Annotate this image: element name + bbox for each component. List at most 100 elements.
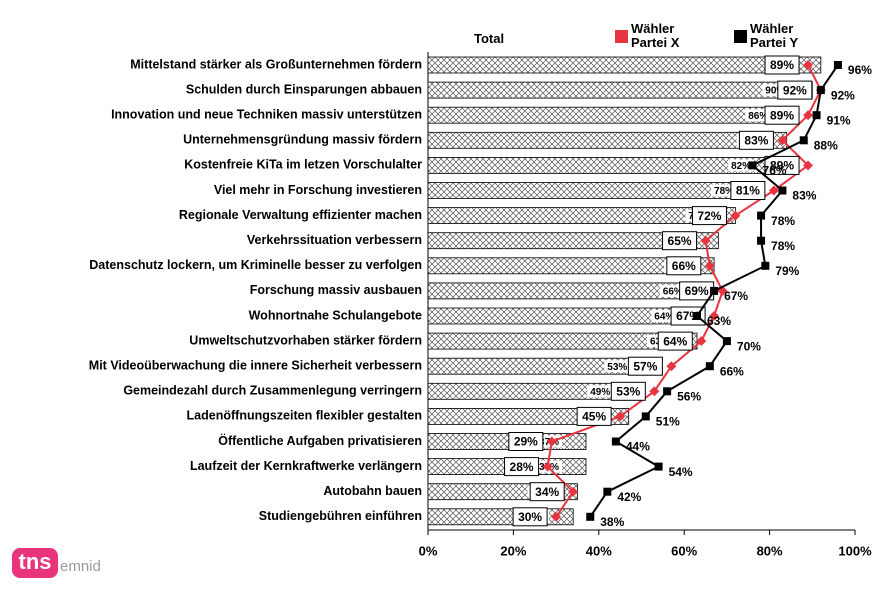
value-label: 91%	[827, 113, 851, 127]
label-box	[670, 306, 706, 326]
bar-label: 66%	[663, 287, 683, 298]
category-label: Schulden durch Einsparungen abbauen	[186, 82, 422, 96]
marker	[700, 235, 711, 246]
label-box	[627, 356, 663, 376]
value-label: 96%	[848, 63, 872, 77]
value-label: 63%	[707, 314, 731, 328]
marker	[757, 236, 766, 245]
label-box	[777, 80, 813, 100]
bar-label: 86%	[748, 111, 768, 122]
value-label: 64%	[663, 334, 687, 348]
value-label: 89%	[770, 58, 794, 72]
label-box	[764, 155, 800, 175]
value-label: 54%	[669, 465, 693, 479]
marker	[586, 512, 595, 521]
marker	[777, 135, 788, 146]
bar	[427, 156, 779, 174]
marker	[730, 210, 741, 221]
bar-label: 82%	[731, 161, 751, 172]
marker	[803, 160, 813, 171]
legend-entry: Wähler Partei Y	[750, 21, 799, 50]
category-label: Gemeindezahl durch Zusammenlegung verrin…	[123, 384, 422, 398]
value-label: 72%	[697, 209, 721, 223]
bar	[427, 131, 788, 149]
x-tick-label: 60%	[671, 543, 697, 558]
marker	[693, 312, 702, 320]
category-label: Wohnortnahe Schulangebote	[249, 308, 422, 322]
marker	[799, 136, 808, 145]
value-label: 79%	[775, 264, 799, 278]
category-label: Laufzeit der Kernkraftwerke verlängern	[190, 459, 422, 473]
marker	[615, 411, 626, 422]
label-box	[529, 482, 565, 502]
marker	[768, 185, 779, 196]
marker	[803, 110, 813, 121]
category-label: Mittelstand stärker als Großunternehmen …	[130, 57, 422, 71]
value-label: 81%	[736, 184, 760, 198]
label-box	[508, 432, 544, 451]
value-label: 70%	[737, 339, 761, 353]
legend-swatch	[615, 30, 628, 43]
logo-sub: emnid	[60, 558, 101, 575]
category-label: Datenschutz lockern, um Kriminelle besse…	[89, 258, 422, 272]
marker	[666, 361, 677, 372]
bar-label: 90%	[765, 86, 785, 97]
value-label: 92%	[783, 83, 807, 97]
value-label: 65%	[668, 234, 692, 248]
bar-label-bg	[604, 360, 631, 373]
marker	[757, 211, 766, 220]
value-label: 78%	[771, 239, 795, 253]
bar	[427, 56, 822, 74]
value-label: 69%	[685, 284, 709, 298]
bar-label: 53%	[607, 362, 627, 373]
label-box	[657, 331, 693, 351]
logo-brand: tns	[19, 549, 52, 574]
legend-entry: Total	[474, 31, 505, 46]
value-label: 34%	[535, 485, 559, 499]
marker	[722, 337, 731, 346]
marker	[803, 60, 813, 70]
marker	[705, 362, 714, 371]
label-box	[662, 231, 698, 251]
value-label: 83%	[792, 189, 816, 203]
bar-label: 78%	[714, 186, 734, 197]
category-label: Regionale Verwaltung effizienter machen	[179, 208, 422, 222]
value-label: 83%	[744, 133, 768, 147]
value-label: 89%	[770, 108, 794, 122]
bar-label: 64%	[654, 312, 674, 323]
label-box	[730, 181, 766, 200]
category-label: Kostenfreie KiTa im letzen Vorschulalter	[184, 158, 422, 172]
value-label: 92%	[831, 88, 855, 102]
bar	[427, 81, 813, 99]
category-label: Ladenöffnungszeiten flexibler gestalten	[187, 409, 422, 423]
label-box	[610, 381, 646, 401]
value-label: 30%	[518, 510, 542, 524]
category-label: Umweltschutzvorhaben stärker fördern	[189, 333, 422, 347]
marker	[663, 387, 672, 396]
bar-label-bg	[587, 385, 614, 398]
category-label: Unternehmensgründung massiv fördern	[183, 133, 422, 147]
x-tick-label: 80%	[757, 543, 783, 558]
label-box	[691, 206, 727, 226]
marker	[704, 260, 715, 271]
value-label: 67%	[724, 289, 748, 303]
x-tick-label: 100%	[838, 543, 872, 558]
bar	[427, 232, 719, 250]
marker	[603, 487, 612, 496]
marker	[816, 86, 825, 95]
x-tick-label: 40%	[586, 543, 612, 558]
label-box	[764, 105, 800, 125]
label-box	[666, 256, 702, 276]
value-label: 42%	[617, 490, 641, 504]
value-label: 89%	[770, 159, 794, 173]
marker	[551, 511, 562, 522]
label-box	[764, 55, 800, 75]
bar-label: 49%	[590, 387, 610, 398]
label-box	[576, 406, 612, 426]
marker	[696, 336, 707, 347]
value-label: 57%	[633, 359, 657, 373]
legend-swatch	[734, 30, 747, 43]
marker	[654, 462, 663, 471]
marker	[641, 412, 650, 421]
